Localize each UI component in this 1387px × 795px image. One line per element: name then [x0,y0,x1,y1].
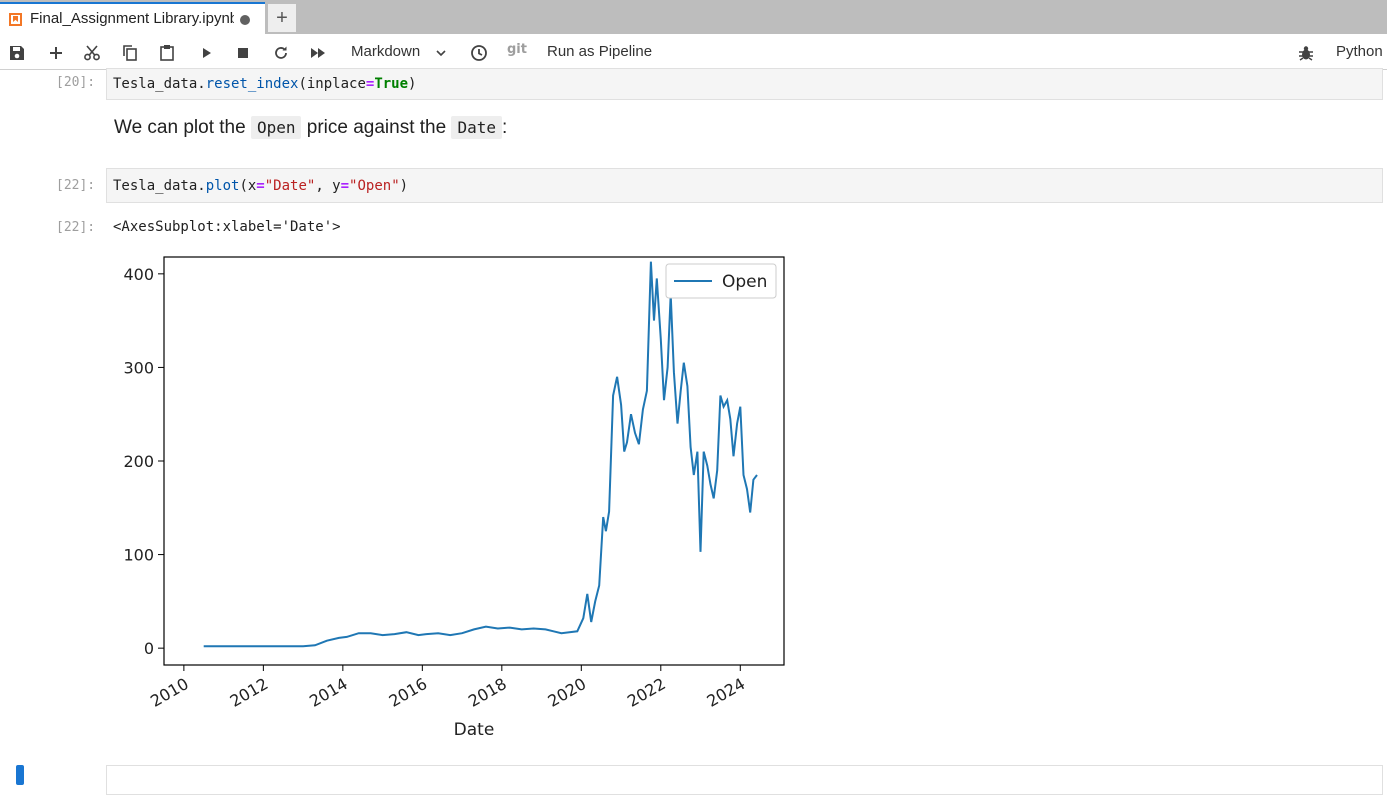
run-cell-button[interactable] [198,34,218,70]
inline-code-open: Open [250,116,302,139]
stop-icon [238,48,248,58]
paste-icon [160,45,174,61]
x-tick-label: 2020 [545,674,590,711]
output-prompt-22: [22]: [56,220,96,235]
kernel-name[interactable]: Python [1336,43,1383,60]
x-tick-label: 2018 [465,674,510,711]
restart-kernel-button[interactable] [272,34,292,70]
run-as-pipeline-button[interactable]: Run as Pipeline [547,43,653,60]
x-axis-label: Date [454,720,495,740]
active-cell-indicator [16,765,24,785]
restart-run-all-button[interactable] [309,34,329,70]
tab-bar: Final_Assignment Library.ipynb + [0,0,1387,34]
next-code-cell[interactable] [106,765,1383,795]
clock-icon [471,45,487,61]
save-icon [10,46,24,60]
cut-button[interactable] [83,34,103,70]
y-tick-label: 400 [123,265,154,284]
markdown-cell[interactable]: We can plot the Open price against the D… [114,116,508,139]
inline-code-date: Date [451,116,502,139]
x-tick-label: 2010 [147,674,192,711]
plot-area [163,256,785,666]
x-tick-label: 2022 [624,674,669,711]
series-line-open [203,261,758,648]
cell-type-dropdown[interactable]: Markdown [351,34,461,70]
x-tick-label: 2024 [704,674,749,711]
cell-type-label: Markdown [351,43,421,60]
run-icon [203,48,211,58]
insert-cell-button[interactable] [47,34,67,70]
code-cell-20[interactable]: Tesla_data.reset_index(inplace=True) [106,68,1383,100]
save-button[interactable] [8,34,28,70]
git-button[interactable]: git [507,42,527,57]
code-line: Tesla_data.reset_index(inplace=True) [113,76,417,92]
interrupt-kernel-button[interactable] [234,34,254,70]
notebook-tab[interactable]: Final_Assignment Library.ipynb [0,2,265,34]
new-tab-button[interactable]: + [268,4,296,32]
notebook-icon [9,13,22,26]
debugger-button[interactable] [1297,34,1317,70]
legend: Open [665,263,777,299]
code-line: Tesla_data.plot(x="Date", y="Open") [113,178,409,194]
input-prompt-20: [20]: [56,75,96,90]
notebook-toolbar: Markdown git Run as Pipeline Python [0,34,1387,70]
cut-icon [84,45,100,61]
restart-icon [275,46,287,59]
add-icon [50,47,62,59]
code-cell-22[interactable]: Tesla_data.plot(x="Date", y="Open") [106,168,1383,203]
x-tick-label: 2012 [227,674,272,711]
bug-icon [1299,46,1313,61]
x-tick-label: 2014 [306,674,351,711]
copy-icon [123,45,137,61]
output-text: <AxesSubplot:xlabel='Date'> [113,219,341,235]
history-button[interactable] [470,34,490,70]
tab-title[interactable]: Final_Assignment Library.ipynb [30,10,234,27]
legend-label: Open [722,272,767,292]
unsaved-dot-icon[interactable] [240,15,250,25]
x-tick-label: 2016 [386,674,431,711]
paste-button[interactable] [158,34,178,70]
fast-forward-icon [311,48,325,58]
copy-button[interactable] [121,34,141,70]
y-tick-label: 0 [144,639,154,658]
legend-box [665,263,777,299]
x-axis: 2010 2012 2014 2016 2018 2020 2022 2024 [147,665,748,711]
y-tick-label: 300 [123,358,154,377]
y-tick-label: 100 [123,546,154,565]
chevron-down-icon [436,50,446,57]
y-axis: 0 100 200 300 400 [123,265,164,658]
y-tick-label: 200 [123,452,154,471]
input-prompt-22: [22]: [56,178,96,193]
